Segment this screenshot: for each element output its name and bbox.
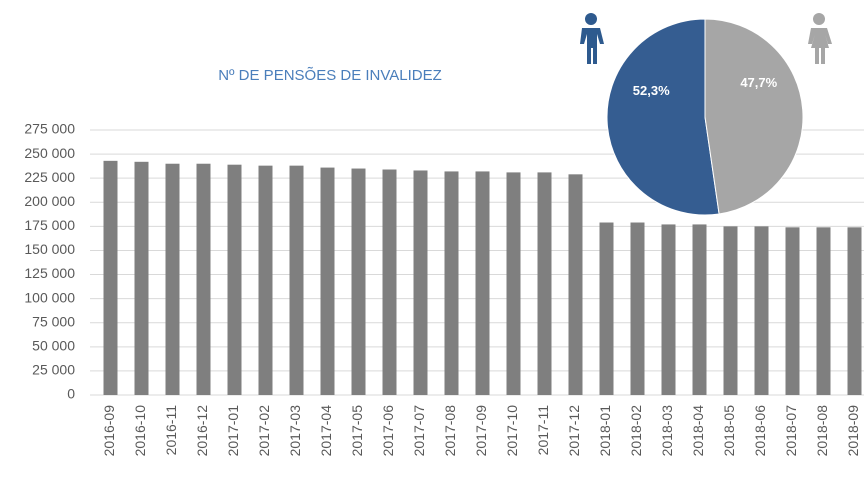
female-icon [808,13,832,64]
bar [320,167,335,395]
y-tick-label: 200 000 [24,193,75,209]
y-tick-label: 0 [67,386,75,402]
bar [568,174,583,395]
chart-title: Nº DE PENSÕES DE INVALIDEZ [218,67,442,84]
bar [165,163,180,395]
x-tick-label: 2017-10 [504,405,520,457]
bar [599,222,614,395]
x-tick-label: 2018-08 [814,405,830,457]
pie-slice [704,18,804,215]
bar [816,227,831,395]
bar [289,165,304,395]
pie-slice [606,18,720,216]
x-tick-label: 2017-09 [473,405,489,457]
x-tick-label: 2018-02 [628,405,644,457]
x-tick-label: 2018-07 [783,405,799,457]
y-tick-label: 275 000 [24,121,75,137]
x-tick-label: 2016-11 [163,405,179,456]
x-tick-label: 2017-02 [256,405,272,457]
bar [382,169,397,395]
bar [351,168,366,395]
x-tick-label: 2016-09 [101,405,117,457]
x-tick-label: 2018-09 [845,405,861,457]
y-tick-label: 100 000 [24,289,75,305]
x-tick-label: 2017-01 [225,405,241,457]
bar [475,171,490,395]
bar [506,172,521,395]
x-tick-label: 2017-04 [318,405,334,457]
bar [413,170,428,395]
bar [227,164,242,395]
bar [630,222,645,395]
y-tick-label: 25 000 [32,362,75,378]
bar [754,226,769,395]
bar [537,172,552,395]
x-tick-label: 2017-05 [349,405,365,457]
bar [723,226,738,395]
x-tick-label: 2017-03 [287,405,303,457]
x-tick-label: 2017-06 [380,405,396,457]
pie-label: 47,7% [740,75,777,90]
x-tick-label: 2018-03 [659,405,675,457]
y-tick-label: 75 000 [32,313,75,329]
pie-label: 52,3% [633,83,670,98]
bar [847,227,862,395]
x-tick-label: 2017-07 [411,405,427,457]
male-icon [580,13,604,64]
x-tick-label: 2018-05 [721,405,737,457]
bar [103,160,118,395]
y-tick-label: 250 000 [24,145,75,161]
x-tick-label: 2017-11 [535,405,551,456]
x-tick-label: 2018-04 [690,405,706,457]
y-tick-label: 175 000 [24,217,75,233]
bar [692,224,707,395]
bar [661,224,676,395]
bar [785,227,800,395]
x-tick-label: 2016-12 [194,405,210,457]
y-tick-label: 50 000 [32,338,75,354]
x-tick-label: 2016-10 [132,405,148,457]
bar [258,165,273,395]
bar [134,161,149,395]
x-tick-label: 2017-08 [442,405,458,457]
y-tick-label: 125 000 [24,265,75,281]
bar [196,163,211,395]
x-tick-label: 2018-06 [752,405,768,457]
x-tick-label: 2017-12 [566,405,582,457]
x-tick-label: 2018-01 [597,405,613,457]
y-tick-label: 225 000 [24,169,75,185]
bar [444,171,459,395]
y-tick-label: 150 000 [24,241,75,257]
